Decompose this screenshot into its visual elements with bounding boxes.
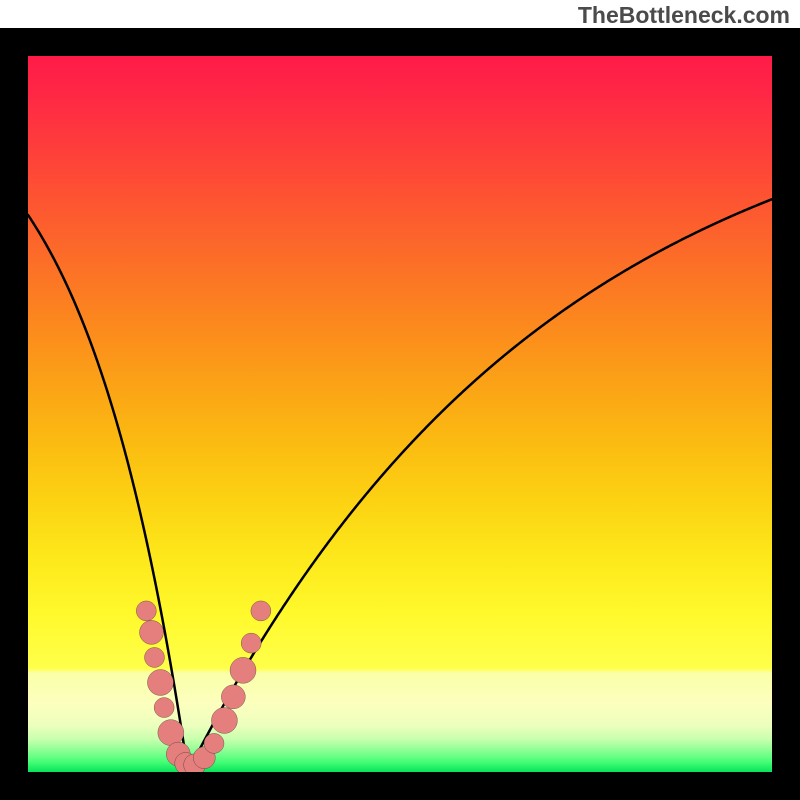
curve-marker (221, 685, 245, 709)
curve-marker (241, 633, 261, 653)
curve-marker (251, 601, 271, 621)
curve-marker (140, 620, 164, 644)
curve-marker (147, 670, 173, 696)
curve-markers (136, 601, 271, 772)
bottleneck-curve (28, 199, 772, 772)
watermark-text: TheBottleneck.com (578, 2, 790, 29)
curve-marker (136, 601, 156, 621)
chart-container: TheBottleneck.com (0, 0, 800, 800)
curve-marker (211, 707, 237, 733)
curve-marker (158, 720, 184, 746)
curve-marker (154, 698, 174, 718)
bottleneck-curve-svg (28, 56, 772, 772)
curve-marker (144, 647, 164, 667)
curve-marker (204, 733, 224, 753)
curve-marker (230, 657, 256, 683)
